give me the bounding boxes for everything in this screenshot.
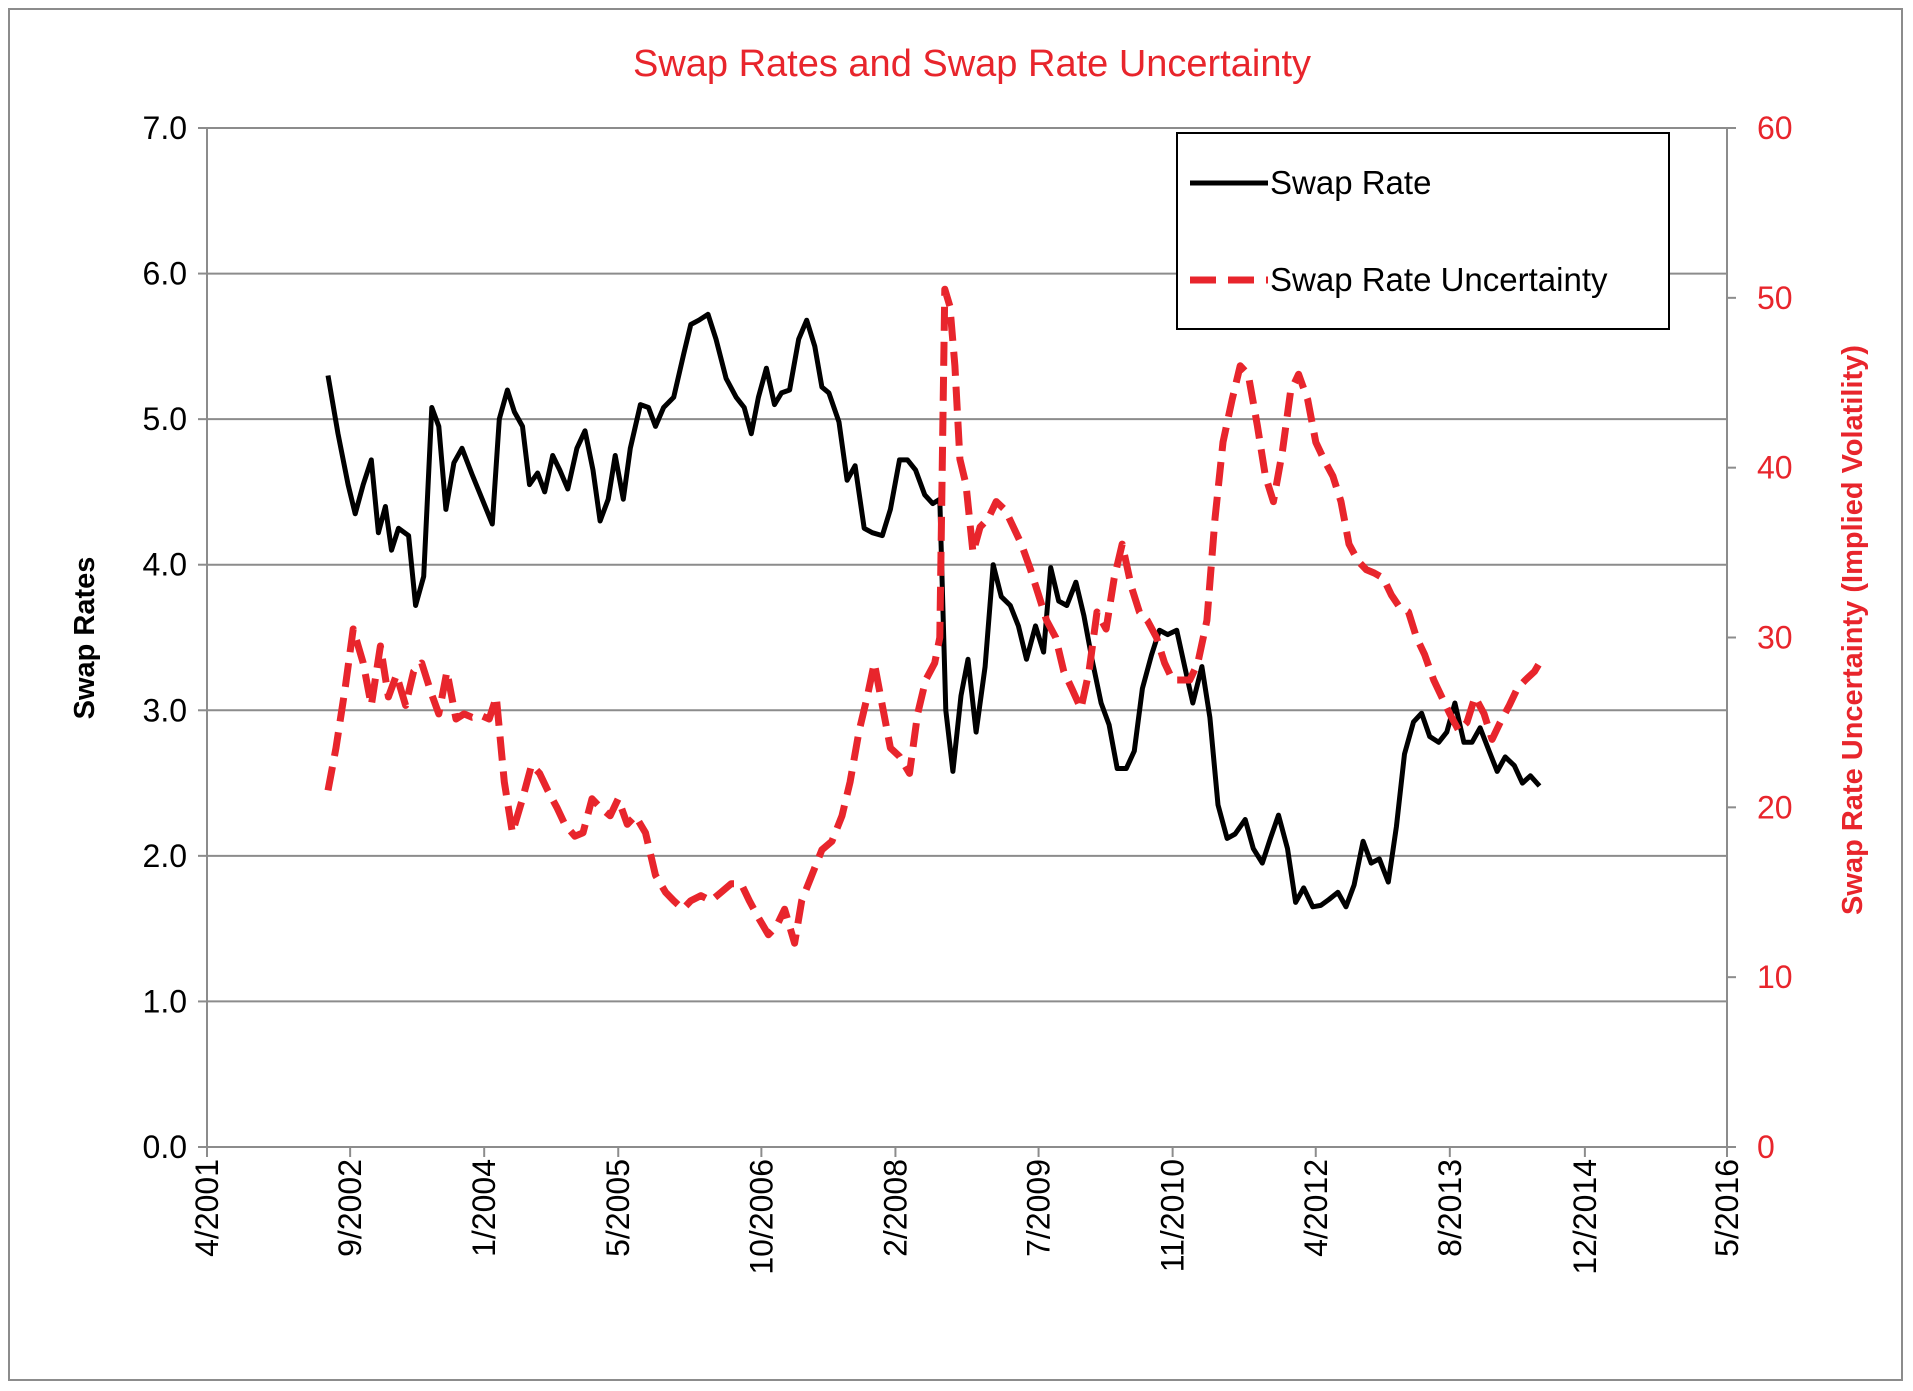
series-line-swap-rate [325,311,1542,910]
y2-tick-label: 30 [1757,620,1793,656]
y-tick-label: 4.0 [143,547,187,583]
series-line-swap-rate-uncertainty [324,285,1546,947]
legend: Swap Rate Swap Rate Uncertainty [1176,132,1670,330]
y-tick-label: 6.0 [143,256,187,292]
y-axis-label: Swap Rates [69,557,101,720]
y2-tick-label: 50 [1757,280,1793,316]
y-tick-label: 0.0 [143,1129,187,1165]
x-tick-label: 5/2016 [1709,1159,1745,1257]
legend-label-swap-rate-uncertainty: Swap Rate Uncertainty [1270,261,1608,298]
x-tick-label: 12/2014 [1567,1159,1603,1275]
x-tick-label: 2/2008 [877,1159,913,1257]
x-axis-ticks: 4/2001 9/2002 1/2004 5/2005 10/2006 2/2008 7/2… [189,1147,1745,1275]
y-tick-label: 1.0 [143,983,187,1019]
x-tick-label: 4/2001 [189,1159,225,1257]
y2-axis-ticks: 0 10 20 30 40 50 60 [1727,110,1793,1165]
y2-tick-label: 40 [1757,450,1793,486]
chart-title: Swap Rates and Swap Rate Uncertainty [633,43,1311,85]
x-tick-label: 11/2010 [1155,1159,1191,1272]
x-tick-label: 7/2009 [1021,1159,1057,1257]
y2-tick-label: 10 [1757,959,1793,995]
x-tick-label: 5/2005 [600,1159,636,1257]
x-tick-label: 8/2013 [1432,1159,1468,1257]
x-tick-label: 4/2012 [1298,1159,1334,1257]
series-group [324,285,1546,947]
y-tick-label: 2.0 [143,838,187,874]
y2-tick-label: 20 [1757,789,1793,825]
x-tick-label: 1/2004 [466,1159,502,1257]
x-tick-label: 10/2006 [743,1159,779,1275]
x-tick-label: 9/2002 [332,1159,368,1257]
y2-axis-label: Swap Rate Uncertainty (Implied Volatilit… [1837,345,1869,915]
y-tick-label: 7.0 [143,110,187,146]
legend-label-swap-rate: Swap Rate [1270,164,1431,201]
y-tick-label: 5.0 [143,401,187,437]
y-axis-ticks: 0.0 1.0 2.0 3.0 4.0 5.0 6.0 7.0 [143,110,207,1165]
y2-tick-label: 0 [1757,1129,1775,1165]
y2-tick-label: 60 [1757,110,1793,146]
legend-box [1176,132,1670,330]
y-tick-label: 3.0 [143,692,187,728]
